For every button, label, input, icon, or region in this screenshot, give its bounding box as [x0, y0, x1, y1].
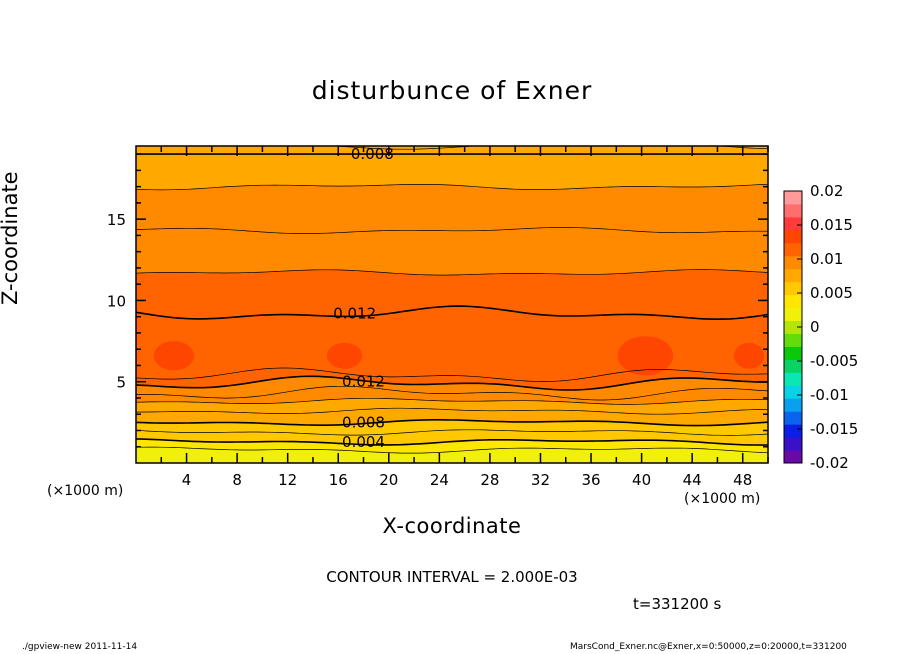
x-tick-label: 12: [278, 471, 297, 489]
filled-contours: [136, 146, 768, 463]
contour-line: [136, 429, 768, 436]
colorbar-swatch: [784, 398, 802, 412]
plot-frame: [135, 145, 769, 464]
colorbar-swatch: [784, 359, 802, 373]
x-axis-ticks: 4 8 12 16 20 24 28 32 36 40 44 48: [160, 146, 769, 489]
colorbar-swatch: [784, 424, 802, 438]
contour-line: [136, 397, 768, 405]
colorbar-tick-label: 0.01: [810, 250, 843, 268]
contour-core: [733, 342, 765, 369]
contour-line: [136, 446, 768, 454]
colorbar-tick-label: 0.02: [810, 182, 843, 200]
colorbar-swatch: [784, 372, 802, 386]
colorbar-swatch: [784, 229, 802, 244]
contour-line: [136, 385, 768, 401]
colorbar-swatch: [784, 307, 802, 322]
x-tick-label: 24: [430, 471, 449, 489]
colorbar-swatch: [784, 333, 802, 347]
contour-line: [136, 419, 768, 427]
x-tick-label: 32: [531, 471, 550, 489]
x-unit-right: (×1000 m): [684, 491, 761, 507]
contour-label: 0.008: [342, 413, 385, 431]
colorbar-tick-label: 0.015: [810, 216, 853, 234]
x-tick-label: 36: [581, 471, 600, 489]
colorbar-swatch: [784, 191, 802, 205]
contour-line: [136, 227, 768, 234]
x-tick-label: 20: [379, 471, 398, 489]
colorbar-tick-label: -0.02: [810, 454, 849, 472]
colorbar-swatch: [784, 203, 802, 218]
x-tick-label: 40: [632, 471, 651, 489]
colorbar-swatch: [784, 346, 802, 360]
colorbar-swatch: [784, 437, 802, 451]
colorbar: 0.02 0.015 0.01 0.005 0 -0.005 -0.01 -0.015 -0.0…: [783, 182, 858, 472]
colorbar-swatch: [784, 320, 802, 334]
y-tick-label: 15: [107, 211, 126, 229]
contour-line: [136, 375, 768, 391]
x-tick-label: 44: [683, 471, 702, 489]
contour-line: [136, 367, 768, 382]
y-tick-label: 5: [116, 374, 126, 392]
contour-band: [136, 447, 768, 463]
contour-label: 0.012: [342, 373, 385, 391]
contour-interval: CONTOUR INTERVAL = 2.000E-03: [326, 568, 578, 586]
colorbar-swatch: [784, 385, 802, 399]
time-stamp: t=331200 s: [633, 595, 722, 613]
colorbar-swatch: [784, 216, 802, 231]
contour-lines: [136, 146, 768, 454]
footer-source: MarsCond_Exner.nc@Exner,x=0:50000,z=0:20…: [570, 642, 847, 652]
x-tick-label: 8: [232, 471, 242, 489]
contour-label: 0.008: [351, 145, 394, 163]
colorbar-tick-label: -0.01: [810, 386, 849, 404]
colorbar-swatch: [784, 242, 802, 257]
contour-line: [136, 407, 768, 415]
colorbar-swatch: [784, 268, 802, 283]
contour-line: [136, 269, 768, 276]
colorbar-tick-label: -0.015: [810, 420, 858, 438]
colorbar-tick-label: -0.005: [810, 352, 858, 370]
y-axis-label: Z-coordinate: [0, 171, 22, 305]
chart-title: disturbunce of Exner: [311, 76, 593, 105]
colorbar-swatch: [784, 450, 802, 464]
colorbar-swatch: [784, 294, 802, 309]
x-tick-label: 48: [733, 471, 752, 489]
contour-line: [136, 183, 768, 191]
y-axis-ticks: 5 10 15: [107, 153, 768, 448]
x-axis-label: X-coordinate: [382, 514, 522, 538]
contour-line: [326, 146, 768, 150]
x-tick-label: 16: [329, 471, 348, 489]
contour-labels: 0.008 0.012 0.012 0.008 0.004: [333, 145, 394, 451]
x-tick-label: 28: [480, 471, 499, 489]
y-tick-label: 10: [107, 292, 126, 310]
colorbar-tick-label: 0: [810, 318, 820, 336]
contour-core: [326, 342, 363, 369]
contour-label: 0.012: [333, 304, 376, 322]
colorbar-swatch: [784, 411, 802, 425]
x-tick-label: 4: [182, 471, 192, 489]
contour-line: [136, 438, 768, 446]
contour-line: [136, 305, 768, 321]
contour-core: [617, 336, 674, 376]
contour-core: [153, 341, 195, 371]
contour-label: 0.004: [342, 433, 385, 451]
colorbar-swatch: [784, 255, 802, 270]
colorbar-swatch: [784, 281, 802, 296]
x-unit-left: (×1000 m): [47, 483, 124, 499]
colorbar-tick-label: 0.005: [810, 284, 853, 302]
footer-program: ./gpview-new 2011-11-14: [22, 642, 138, 652]
